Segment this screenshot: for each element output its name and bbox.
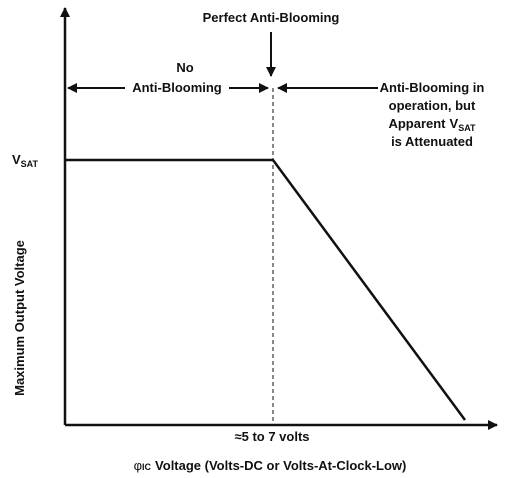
x-axis-symbol: φ [134, 458, 142, 473]
left-label: Anti-Blooming [132, 80, 222, 95]
output-curve [65, 158, 467, 421]
x-axis-sub: IC [142, 462, 152, 472]
y-level-label: VSAT [12, 152, 39, 169]
x-axis-text: Voltage (Volts-DC or Volts-At-Clock-Low) [155, 458, 406, 473]
y-axis-label: Maximum Output Voltage [12, 240, 27, 396]
title: Perfect Anti-Blooming [203, 10, 340, 25]
right-label: is Attenuated [391, 134, 473, 149]
left-label: No [176, 60, 193, 75]
y-level-main: V [12, 152, 21, 167]
x-marker-label: ≈5 to 7 volts [234, 429, 309, 444]
right-label: Anti-Blooming in [380, 80, 485, 95]
right-label-text: Apparent [388, 116, 446, 131]
x-axis-label: φIC Voltage (Volts-DC or Volts-At-Clock-L… [134, 458, 407, 473]
right-label-sub: SAT [458, 123, 476, 133]
right-label-v: V [450, 116, 459, 131]
right-label: Apparent VSAT [388, 116, 476, 133]
right-label: operation, but [389, 98, 476, 113]
y-level-sub: SAT [21, 159, 39, 169]
